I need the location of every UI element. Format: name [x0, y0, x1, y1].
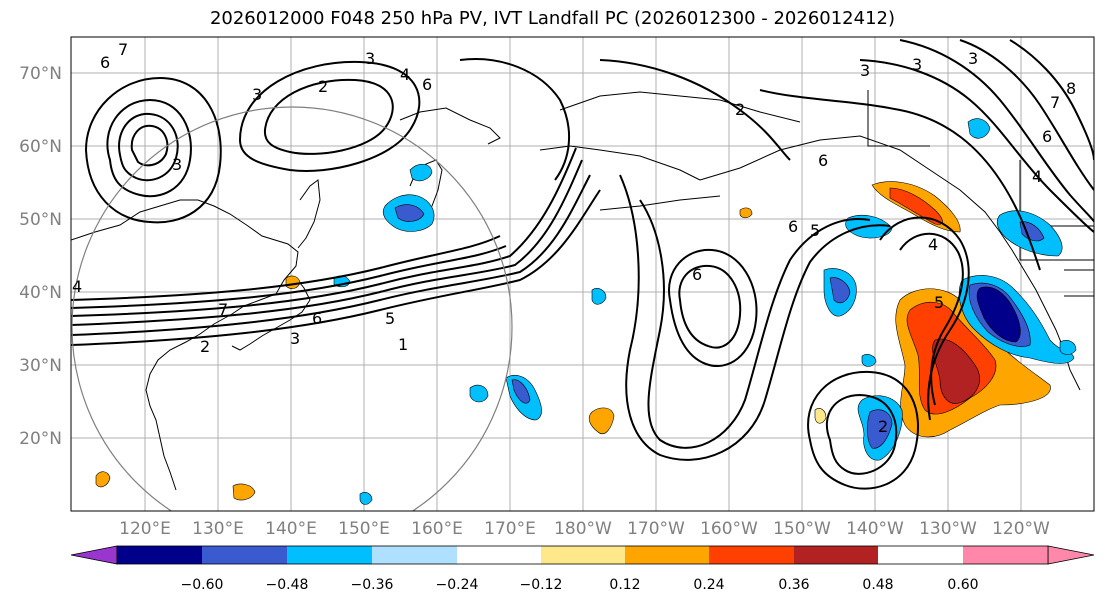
contour-label: 4: [72, 277, 82, 296]
colorbar-left-extension: [70, 545, 118, 565]
contour-label: 3: [860, 61, 870, 80]
contour-label: 6: [788, 217, 798, 236]
contour-labels: 7 6 2 3 4 6 2 3 4 5 6 7 2 3 5 1 5 6 6 5 …: [72, 40, 1076, 436]
lat-label: 30°N: [19, 356, 62, 376]
lat-label: 70°N: [19, 64, 62, 84]
colorbar-outline: [116, 545, 1049, 565]
colorbar-tick-label: −0.60: [181, 577, 224, 593]
colorbar-ticks: −0.60 −0.48 −0.36 −0.24 −0.12 0.12 0.24 …: [181, 577, 979, 593]
contour-label: 5: [810, 221, 820, 240]
contour-label: 3: [172, 155, 182, 174]
colorbar-segment: [625, 546, 709, 564]
colorbar-tick-label: 0.36: [778, 577, 809, 593]
lat-label: 40°N: [19, 283, 62, 303]
lon-label: 140°W: [846, 519, 904, 539]
colorbar-tick-label: 0.48: [862, 577, 893, 593]
ivt-contours: [71, 39, 1094, 490]
colorbar-segment: [794, 546, 878, 564]
lon-label: 130°E: [192, 519, 244, 539]
contour-label: 7: [218, 300, 228, 319]
lon-label: 120°E: [119, 519, 171, 539]
colorbar-segment: [963, 546, 1048, 564]
colorbar-right-extension: [1047, 545, 1095, 565]
contour-label: 6: [312, 309, 322, 328]
lat-label: 20°N: [19, 429, 62, 449]
contour-label: 8: [1066, 79, 1076, 98]
contour-label: 2: [735, 100, 745, 119]
contour-label: 7: [1050, 93, 1060, 112]
colorbar-segment: [372, 546, 457, 564]
lon-label: 130°W: [919, 519, 977, 539]
lat-label: 50°N: [19, 210, 62, 230]
contour-label: 6: [1042, 127, 1052, 146]
lon-label: 180°W: [554, 519, 612, 539]
contour-label: 3: [912, 55, 922, 74]
colorbar-tick-label: 0.24: [693, 577, 724, 593]
colorbar-segment: [287, 546, 372, 564]
colorbar-segment: [709, 546, 794, 564]
contour-label: 6: [692, 265, 702, 284]
colorbar-tick-label: 0.12: [609, 577, 640, 593]
latitude-labels: 70°N 60°N 50°N 40°N 30°N 20°N: [19, 64, 62, 449]
colorbar-tick-label: 0.60: [947, 577, 978, 593]
contour-label: 3: [290, 329, 300, 348]
lon-label: 170°W: [627, 519, 685, 539]
contour-label: 3: [365, 49, 375, 68]
lon-label: 160°E: [411, 519, 463, 539]
colorbar-segment: [541, 546, 625, 564]
colorbar-tick-label: −0.48: [266, 577, 309, 593]
landfall-radius-circle: [71, 106, 513, 511]
contour-label: 2: [318, 77, 328, 96]
lon-label: 120°W: [992, 519, 1050, 539]
contour-label: 3: [252, 85, 262, 104]
contour-label: 5: [385, 309, 395, 328]
colorbar-tick-label: −0.36: [351, 577, 394, 593]
map-frame: [70, 36, 1095, 512]
lon-label: 150°E: [338, 519, 390, 539]
colorbar: [70, 545, 1095, 565]
lon-label: 160°W: [700, 519, 758, 539]
lon-label: 170°E: [484, 519, 536, 539]
gridlines: [71, 37, 1094, 511]
lon-label: 140°E: [265, 519, 317, 539]
colorbar-segment: [117, 546, 202, 564]
contour-label: 5: [934, 293, 944, 312]
contour-label: 2: [200, 337, 210, 356]
contour-label: 7: [118, 40, 128, 59]
contour-label: 3: [968, 49, 978, 68]
colorbar-tick-label: −0.24: [436, 577, 479, 593]
colorbar-segment: [457, 546, 541, 564]
colorbar-segment: [202, 546, 287, 564]
contour-label: 1: [398, 335, 408, 354]
colorbar-tick-label: −0.12: [520, 577, 563, 593]
map-title: 2026012000 F048 250 hPa PV, IVT Landfall…: [209, 8, 896, 29]
contour-label: 6: [818, 151, 828, 170]
contour-label: 6: [422, 75, 432, 94]
contour-label: 4: [1032, 167, 1042, 186]
contour-label: 2: [878, 417, 888, 436]
lat-label: 60°N: [19, 137, 62, 157]
lon-label: 150°W: [773, 519, 831, 539]
contour-label: 4: [400, 65, 410, 84]
longitude-labels: 120°E 130°E 140°E 150°E 160°E 170°E 180°…: [119, 519, 1050, 539]
contour-label: 6: [100, 53, 110, 72]
contour-label: 4: [928, 235, 938, 254]
